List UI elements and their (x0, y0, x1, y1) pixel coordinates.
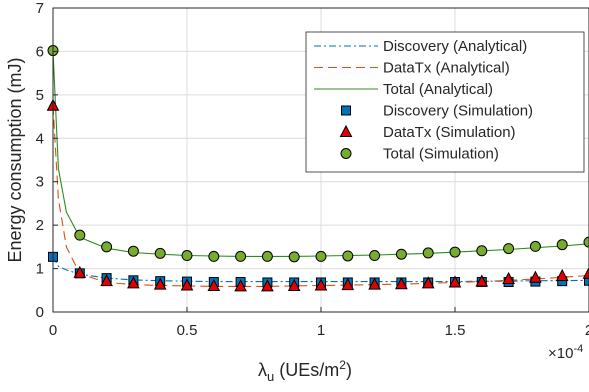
y-tick-label: 2 (36, 217, 44, 234)
y-tick-label: 5 (36, 87, 44, 104)
x-tick-label: 1 (317, 322, 325, 339)
datatx-simulation-marker (502, 271, 515, 284)
total-simulation-marker (101, 241, 113, 253)
total-simulation-marker (235, 250, 247, 262)
total-simulation-marker (181, 250, 193, 262)
total-simulation-marker (261, 250, 273, 262)
x-axis-label-units: (UEs/m (279, 360, 339, 380)
datatx-simulation-marker (73, 265, 87, 278)
total-simulation-marker (342, 250, 354, 262)
x-axis-multiplier: ×10-4 (548, 343, 583, 362)
x-axis-label-close: ) (346, 360, 352, 380)
legend-label-discovery-analytical: Discovery (Analytical) (383, 38, 527, 55)
total-simulation-marker (395, 248, 407, 260)
legend-swatch-total-simulation (340, 148, 352, 159)
datatx-simulation-marker (127, 276, 140, 289)
total-simulation-marker (503, 243, 515, 255)
datatx-simulation-marker (395, 277, 408, 290)
y-tick-label: 1 (36, 261, 44, 278)
datatx-simulation-marker (529, 270, 542, 283)
x-tick-label: 0.5 (177, 322, 198, 339)
total-simulation-marker (583, 236, 589, 248)
total-simulation-marker (529, 240, 541, 252)
y-tick-label: 6 (36, 43, 44, 60)
x-axis-label-symbol: λ (258, 360, 267, 380)
x-tick-label: 2 (585, 322, 589, 339)
total-simulation-marker (422, 247, 434, 259)
datatx-simulation-marker (448, 275, 462, 288)
datatx-simulation-marker (582, 266, 589, 279)
series-markers (46, 45, 589, 292)
datatx-analytical-line (52, 105, 589, 287)
x-tick-label: 1.5 (445, 322, 466, 339)
legend-label-discovery-simulation: Discovery (Simulation) (383, 103, 533, 120)
legend-box (305, 31, 585, 173)
total-simulation-marker (315, 250, 327, 262)
discovery-analytical-line (52, 256, 589, 283)
y-axis-ticks: 0 1 2 3 4 5 6 7 (36, 0, 58, 321)
datatx-simulation-marker (207, 278, 221, 291)
datatx-simulation-marker (153, 277, 167, 290)
datatx-simulation-marker (287, 278, 301, 291)
y-tick-label: 3 (36, 174, 44, 191)
datatx-simulation-marker (314, 278, 328, 291)
total-simulation-marker (74, 229, 86, 241)
legend-label-datatx-analytical: DataTx (Analytical) (383, 60, 510, 77)
datatx-simulation-marker (475, 274, 489, 287)
datatx-simulation-marker (234, 279, 247, 292)
discovery-simulation-marker (584, 275, 589, 286)
legend-swatch-datatx-simulation (339, 124, 353, 137)
x-axis-multiplier-base: ×10 (548, 345, 573, 362)
legend-swatch-discovery-simulation (341, 105, 351, 116)
x-axis-multiplier-exponent: -4 (573, 343, 583, 355)
datatx-simulation-marker (555, 268, 569, 281)
total-simulation-marker (127, 245, 139, 257)
x-axis-label: λu (UEs/m2) (258, 358, 352, 384)
datatx-simulation-marker (180, 278, 194, 291)
y-tick-label: 4 (36, 130, 44, 147)
legend-label-datatx-simulation: DataTx (Simulation) (383, 124, 516, 141)
datatx-simulation-marker (341, 277, 355, 291)
x-tick-label: 0 (49, 322, 57, 339)
legend: Discovery (Analytical) DataTx (Analytical… (305, 31, 585, 173)
legend-label-total-simulation: Total (Simulation) (383, 146, 499, 163)
x-axis-label-superscript: 2 (339, 358, 346, 372)
y-axis-label: Energy consumption (mJ) (5, 57, 25, 262)
total-simulation-marker (208, 250, 220, 262)
total-simulation-marker (369, 250, 381, 262)
x-axis-ticks: 0 0.5 1 1.5 2 (49, 307, 589, 339)
total-simulation-marker (556, 239, 568, 251)
total-simulation-marker (476, 245, 488, 257)
x-axis-label-subscript: u (267, 369, 274, 384)
total-simulation-marker (449, 246, 461, 258)
legend-label-total-analytical: Total (Analytical) (383, 81, 493, 98)
y-tick-label: 7 (36, 0, 44, 17)
datatx-simulation-marker (261, 279, 274, 292)
y-tick-label: 0 (36, 304, 44, 321)
total-simulation-marker (288, 251, 300, 263)
datatx-simulation-marker (421, 276, 435, 289)
datatx-simulation-marker (368, 277, 381, 290)
total-simulation-marker (154, 247, 166, 259)
datatx-simulation-marker (100, 274, 113, 287)
